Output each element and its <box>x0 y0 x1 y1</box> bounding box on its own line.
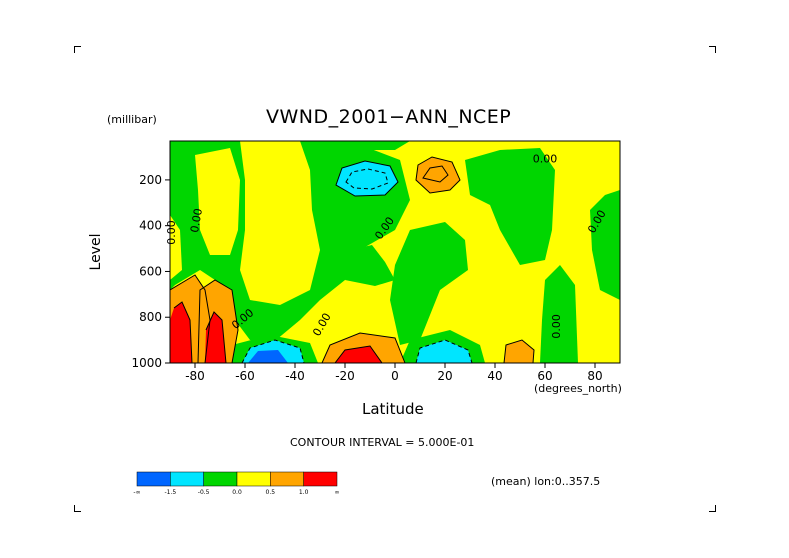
y-tick-label: 600 <box>139 264 162 278</box>
contour-line <box>197 279 239 363</box>
contour-line <box>415 339 473 363</box>
contour-line <box>415 156 461 194</box>
x-ticks: -80 -60 -40 -20 0 20 40 60 80 <box>185 363 603 383</box>
colorbar-swatch <box>303 471 338 487</box>
crop-mark-bottom-left <box>74 505 81 512</box>
region-cyan-upper <box>336 161 398 196</box>
region-cyan-bottom-equator <box>416 340 472 363</box>
contour-line <box>321 332 406 363</box>
x-tick-label: -40 <box>285 369 305 383</box>
region-negative-center <box>345 245 395 286</box>
colorbar-label: -1.5 <box>164 489 176 496</box>
region-positive-midwest <box>240 141 320 305</box>
y-tick-label: 200 <box>139 173 162 187</box>
y-tick-label: 800 <box>139 310 162 324</box>
contour-line <box>422 165 449 183</box>
x-tick-label: -60 <box>235 369 255 383</box>
region-positive-edge <box>170 215 182 280</box>
contour-line <box>335 160 399 197</box>
y-ticks: 200 400 600 800 1000 <box>131 173 170 370</box>
y-tick-label: 400 <box>139 219 162 233</box>
region-negative-60n <box>540 265 578 363</box>
region-red-bottom-center <box>335 346 382 363</box>
region-negative-northeast <box>590 190 620 300</box>
x-tick-label: 60 <box>537 369 552 383</box>
x-tick-label: 20 <box>437 369 452 383</box>
x-tick-label: 0 <box>391 369 399 383</box>
region-positive-west-upper <box>195 148 240 255</box>
y-tick-label: 1000 <box>131 356 162 370</box>
region-negative-north <box>465 148 555 265</box>
region-red-85s <box>170 302 192 363</box>
x-axis-label: Latitude <box>362 400 424 418</box>
contour-line <box>241 339 305 363</box>
colorbar-label: -0.5 <box>198 489 210 496</box>
colorbar: -∞ -1.5 -0.5 0.0 0.5 1.0 ∞ <box>133 471 340 496</box>
colorbar-label: 1.0 <box>299 489 309 496</box>
contour-line <box>345 168 389 190</box>
region-red-75s <box>205 312 226 363</box>
colorbar-swatch <box>236 471 271 487</box>
crop-mark-top-left <box>74 46 81 53</box>
colorbar-label: 0.5 <box>266 489 276 496</box>
colorbar-swatch <box>170 471 204 487</box>
contour-field <box>170 141 620 363</box>
y-axis-unit: (millibar) <box>107 113 157 126</box>
x-tick-label: 40 <box>487 369 502 383</box>
region-blue-bottom-west <box>248 350 288 363</box>
chart-title: VWND_2001−ANN_NCEP <box>266 106 512 128</box>
contour-label: 0.00 <box>165 220 178 245</box>
contour-interval-text: CONTOUR INTERVAL = 5.000E-01 <box>290 436 475 449</box>
contour-label: 0.00 <box>188 207 205 233</box>
contour-line <box>503 339 535 363</box>
region-negative-equator <box>390 222 468 345</box>
x-axis-unit: (degrees_north) <box>534 382 622 395</box>
colorbar-swatch <box>203 471 238 487</box>
crop-mark-bottom-right <box>709 505 716 512</box>
colorbar-swatch <box>136 471 171 487</box>
contour-lines <box>170 156 535 363</box>
colorbar-swatch <box>270 471 304 487</box>
crop-mark-top-right <box>709 46 716 53</box>
contour-line <box>170 274 211 363</box>
colorbar-label: ∞ <box>335 489 340 496</box>
mean-longitude-text: (mean) lon:0..357.5 <box>491 475 601 488</box>
contour-line <box>173 301 193 363</box>
colorbar-label: 0.0 <box>232 489 242 496</box>
colorbar-label: -∞ <box>133 489 140 496</box>
region-negative-top <box>330 141 410 150</box>
x-tick-label: 80 <box>587 369 602 383</box>
region-orange-50n <box>504 340 534 363</box>
contour-label: 0.00 <box>533 153 558 166</box>
contour-label: 0.00 <box>550 314 563 339</box>
region-orange-upper <box>416 157 460 193</box>
x-tick-label: -80 <box>185 369 205 383</box>
x-tick-label: -20 <box>335 369 355 383</box>
contour-line <box>334 345 383 363</box>
